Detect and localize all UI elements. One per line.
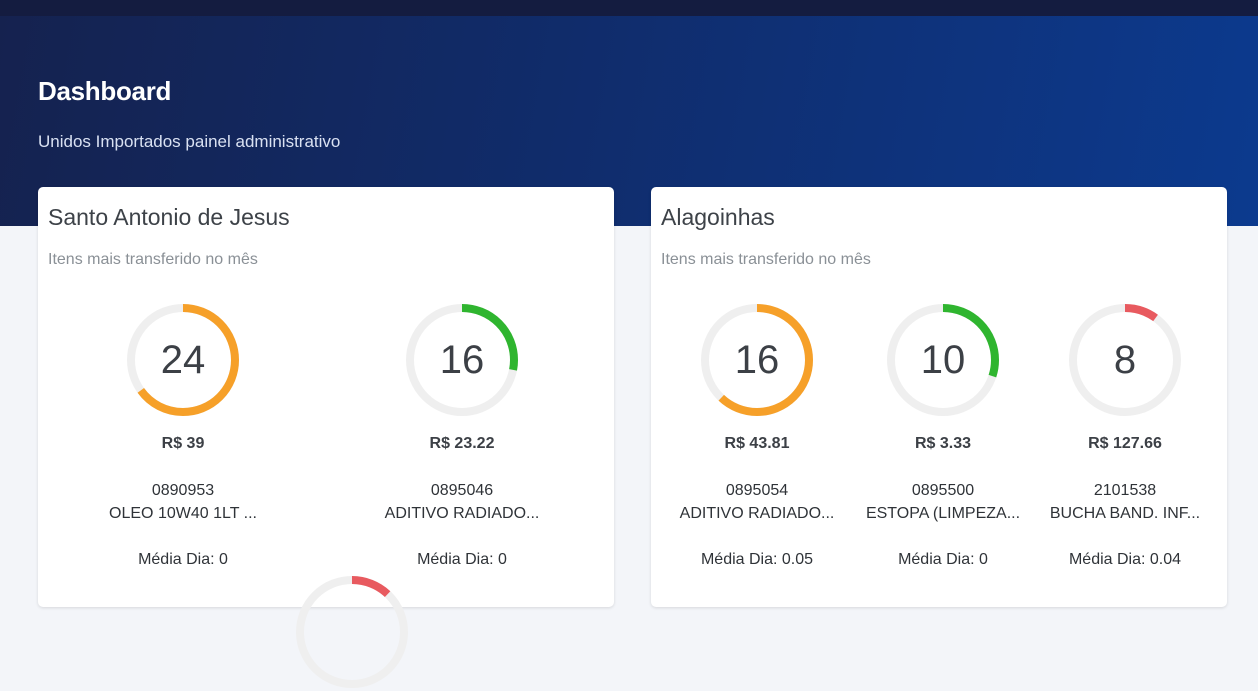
- item-code: 0895054: [725, 482, 789, 499]
- top-item: 16 R$ 23.22 0895046 ADITIVO RADIADO... M…: [367, 301, 557, 571]
- item-price: R$ 23.22: [429, 435, 495, 452]
- gauge-value: 10: [920, 338, 966, 382]
- item-daily-average: Média Dia: 0: [898, 551, 988, 568]
- progress-gauge: 10: [884, 301, 1002, 419]
- item-code: 0895500: [911, 482, 975, 499]
- item-description: OLEO 10W40 1LT ...: [109, 505, 257, 522]
- top-bar: [0, 0, 1258, 16]
- item-description: ESTOPA (LIMPEZA...: [865, 505, 1021, 522]
- gauge-value: 8: [1113, 338, 1137, 382]
- card-title: Santo Antonio de Jesus: [48, 204, 290, 230]
- top-item: 24 R$ 39 0890953 OLEO 10W40 1LT ... Médi…: [88, 301, 278, 571]
- progress-gauge: 16: [403, 301, 521, 419]
- store-card-alagoinhas: Alagoinhas Itens mais transferido no mês…: [651, 187, 1227, 607]
- item-code: 0895046: [430, 482, 494, 499]
- item-price: R$ 127.66: [1088, 435, 1162, 452]
- top-item: 16 R$ 43.81 0895054 ADITIVO RADIADO... M…: [662, 301, 852, 571]
- item-price: R$ 39: [161, 435, 205, 452]
- item-daily-average: Média Dia: 0: [138, 551, 228, 568]
- item-code: 2101538: [1093, 482, 1157, 499]
- item-price: R$ 3.33: [914, 435, 972, 452]
- progress-gauge: 8: [1066, 301, 1184, 419]
- progress-gauge: 16: [698, 301, 816, 419]
- gauge-value: 16: [734, 338, 780, 382]
- top-item: 10 R$ 3.33 0895500 ESTOPA (LIMPEZA... Mé…: [848, 301, 1038, 571]
- item-daily-average: Média Dia: 0.04: [1068, 551, 1182, 568]
- item-description: ADITIVO RADIADO...: [679, 505, 835, 522]
- item-description: BUCHA BAND. INF...: [1049, 505, 1201, 522]
- card-title: Alagoinhas: [661, 204, 775, 230]
- gauge-value: 16: [439, 338, 485, 382]
- item-code: 0890953: [151, 482, 215, 499]
- page-subtitle: Unidos Importados painel administrativo: [38, 132, 341, 151]
- page-title: Dashboard: [38, 76, 172, 106]
- item-daily-average: Média Dia: 0: [417, 551, 507, 568]
- progress-gauge: [293, 573, 411, 691]
- store-card-santo-antonio: Santo Antonio de Jesus Itens mais transf…: [38, 187, 614, 688]
- card-subtitle: Itens mais transferido no mês: [48, 251, 258, 268]
- item-description: ADITIVO RADIADO...: [384, 505, 540, 522]
- item-daily-average: Média Dia: 0.05: [700, 551, 814, 568]
- item-price: R$ 43.81: [724, 435, 790, 452]
- progress-gauge: 24: [124, 301, 242, 419]
- card-subtitle: Itens mais transferido no mês: [661, 251, 871, 268]
- gauge-value: 24: [160, 338, 206, 382]
- top-item: 8 R$ 127.66 2101538 BUCHA BAND. INF... M…: [1030, 301, 1220, 571]
